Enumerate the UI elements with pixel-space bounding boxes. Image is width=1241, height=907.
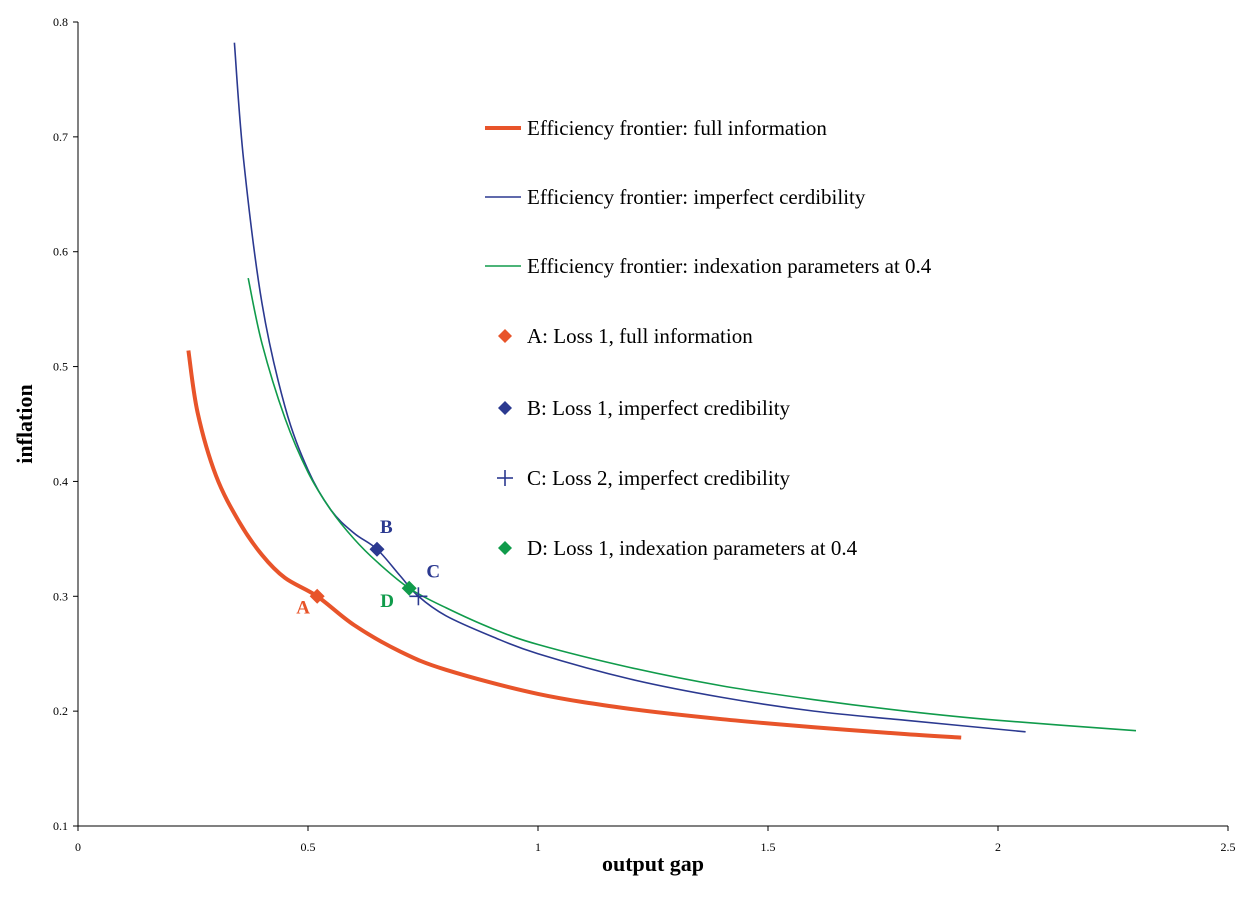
y-tick-label: 0.8 <box>53 15 68 29</box>
y-tick-label: 0.2 <box>53 704 68 718</box>
point-c-label: C <box>426 561 440 582</box>
series-imperfect-credibility-line <box>233 42 1026 733</box>
legend: Efficiency frontier: full information Eff… <box>485 116 932 560</box>
x-axis-title: output gap <box>602 851 704 876</box>
point-a-label: A <box>296 597 310 618</box>
x-tick-label: 0 <box>75 840 81 854</box>
x-tick-label: 1.5 <box>761 840 776 854</box>
series-full-information-line <box>186 350 962 740</box>
points-layer: A B C D <box>296 517 440 618</box>
point-d-label: D <box>380 591 394 612</box>
legend-marker-point-c <box>497 470 513 486</box>
x-tick-label: 0.5 <box>301 840 316 854</box>
legend-label: Efficiency frontier: full information <box>527 116 827 140</box>
series-layer <box>186 42 1137 740</box>
legend-marker-point-d <box>498 541 512 555</box>
legend-marker-point-a <box>498 329 512 343</box>
legend-label: D: Loss 1, indexation parameters at 0.4 <box>527 536 858 560</box>
legend-marker-point-b <box>498 401 512 415</box>
y-tick-label: 0.6 <box>53 245 68 259</box>
legend-label: B: Loss 1, imperfect credibility <box>527 396 791 420</box>
legend-label: Efficiency frontier: imperfect cerdibili… <box>527 185 866 209</box>
y-axis-title: inflation <box>12 384 37 463</box>
axes <box>77 22 1228 827</box>
ticks: 0 0.5 1 1.5 2 2.5 0.1 0.2 0.3 0.4 0.5 0.6 0.7 0.8 <box>53 15 1236 854</box>
x-tick-label: 1 <box>535 840 541 854</box>
point-a-marker <box>309 588 325 604</box>
legend-label: C: Loss 2, imperfect credibility <box>527 466 791 490</box>
legend-label: Efficiency frontier: indexation paramete… <box>527 254 932 278</box>
legend-label: A: Loss 1, full information <box>527 324 753 348</box>
y-tick-label: 0.7 <box>53 130 68 144</box>
y-tick-label: 0.4 <box>53 474 68 488</box>
point-b-marker <box>369 541 385 557</box>
y-tick-label: 0.1 <box>53 819 68 833</box>
x-tick-label: 2 <box>995 840 1001 854</box>
series-indexation-line <box>247 277 1137 732</box>
point-c-marker <box>409 587 428 606</box>
x-tick-label: 2.5 <box>1221 840 1236 854</box>
point-b-label: B <box>380 517 393 538</box>
y-tick-label: 0.3 <box>53 589 68 603</box>
y-tick-label: 0.5 <box>53 360 68 374</box>
point-d-marker <box>401 580 417 596</box>
